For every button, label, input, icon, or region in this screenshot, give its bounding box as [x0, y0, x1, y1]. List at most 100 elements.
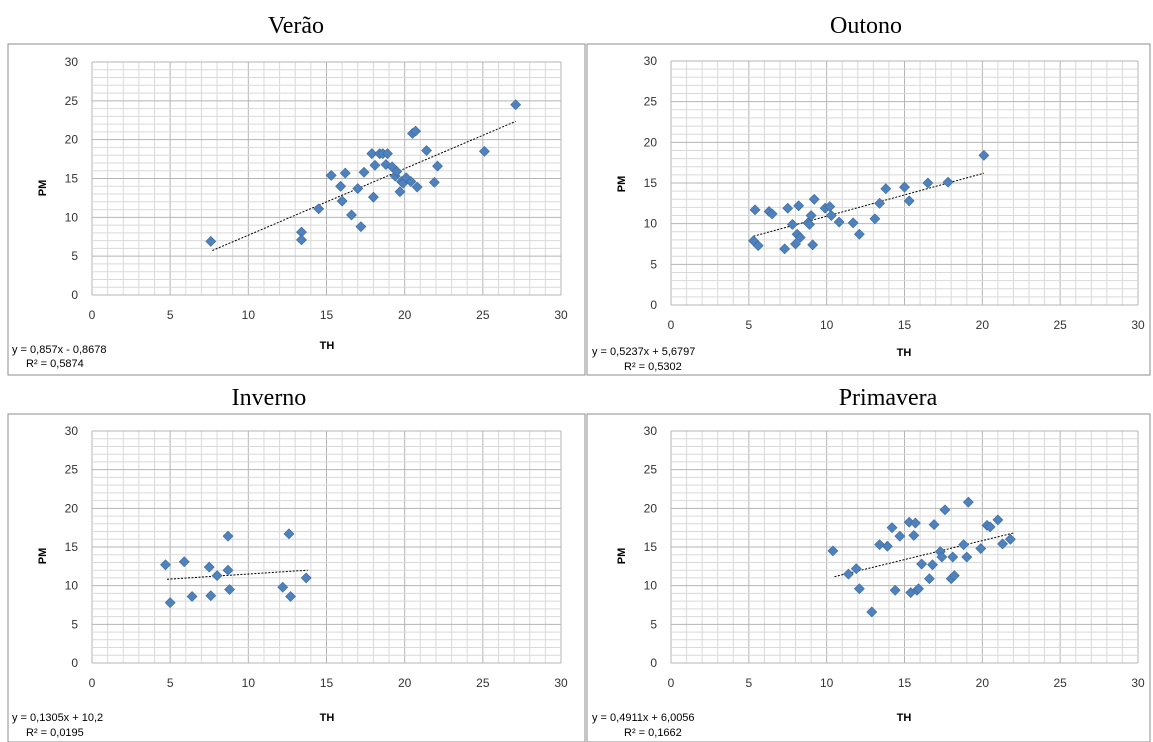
trendline-verao [212, 120, 516, 251]
points-inverno [160, 528, 312, 609]
data-point [164, 597, 176, 609]
data-point [903, 195, 915, 207]
data-point [782, 202, 794, 214]
trend-equation-outono: y = 0,5237x + 5,6797 [592, 346, 695, 358]
y-tick-label: 15 [65, 540, 79, 554]
x-tick-label: 15 [898, 676, 912, 690]
data-point [958, 539, 970, 551]
x-tick-label: 5 [167, 676, 174, 690]
y-tick-label: 5 [71, 249, 78, 263]
data-point [889, 584, 901, 596]
r-squared-primavera: R² = 0,1662 [624, 727, 682, 739]
x-axis-label-outono: TH [897, 347, 912, 359]
data-point [833, 216, 845, 228]
x-tick-label: 15 [898, 318, 912, 332]
data-point [222, 564, 234, 576]
x-axis-label-inverno: TH [320, 712, 335, 724]
y-tick-label: 30 [644, 424, 658, 438]
x-tick-label: 10 [242, 676, 256, 690]
r-squared-outono: R² = 0,5302 [624, 361, 682, 373]
data-point [847, 217, 859, 229]
y-tick-label: 5 [650, 257, 657, 271]
y-tick-label: 0 [650, 656, 657, 670]
data-point [975, 543, 987, 554]
data-point [367, 191, 379, 203]
y-tick-labels-inverno: 0 5 10 15 20 25 30 [65, 424, 79, 670]
chart-title-verao: Verão [268, 13, 324, 39]
x-tick-label: 20 [398, 676, 412, 690]
data-point [160, 559, 171, 571]
x-tick-label: 30 [1131, 318, 1145, 332]
y-tick-label: 0 [650, 298, 657, 312]
x-tick-label: 0 [668, 676, 675, 690]
x-tick-label: 15 [320, 308, 334, 322]
data-point [913, 583, 924, 595]
chart-panel-primavera: Primavera 0 5 10 15 20 25 30 0 5 10 15 20 25 30 PM T… [586, 385, 1151, 742]
x-tick-label: 5 [745, 676, 752, 690]
data-point [923, 573, 935, 585]
chart-title-primavera: Primavera [839, 385, 938, 411]
y-axis-label-primavera: PM [616, 548, 628, 565]
data-point [335, 180, 346, 192]
r-squared-verao: R² = 0,5874 [26, 358, 84, 370]
data-point [874, 539, 886, 551]
data-point [948, 570, 960, 582]
y-tick-label: 15 [644, 540, 658, 554]
points-outono [748, 149, 990, 255]
data-point [794, 232, 806, 243]
data-point [843, 568, 854, 580]
data-point [984, 521, 996, 533]
x-tick-labels-primavera: 0 5 10 15 20 25 30 [668, 676, 1145, 690]
y-tick-label: 5 [71, 617, 78, 631]
y-tick-label: 25 [65, 94, 79, 108]
x-tick-label: 25 [476, 676, 490, 690]
chart-panel-verao: Verão 0 5 10 15 20 25 30 0 5 10 15 20 25 30 PM TH y … [7, 13, 586, 376]
y-tick-label: 20 [65, 501, 79, 515]
data-point [916, 558, 928, 570]
y-tick-label: 0 [71, 656, 78, 670]
data-point [205, 235, 217, 247]
points-verao [205, 99, 522, 247]
data-point [336, 195, 348, 207]
data-point [853, 228, 865, 240]
x-tick-label: 20 [976, 676, 990, 690]
x-axis-label-verao: TH [320, 340, 335, 352]
x-tick-label: 0 [89, 308, 96, 322]
data-point [886, 522, 898, 534]
trendline-primavera [834, 532, 1014, 578]
data-point [325, 169, 337, 181]
data-point [339, 167, 351, 179]
y-tick-label: 5 [650, 617, 657, 631]
data-point [962, 496, 974, 508]
data-point [869, 213, 881, 225]
y-tick-label: 20 [65, 133, 79, 147]
x-tick-label: 15 [320, 676, 334, 690]
data-point [186, 591, 198, 602]
x-tick-label: 5 [745, 318, 752, 332]
data-point [432, 160, 443, 172]
x-tick-labels-outono: 0 5 10 15 20 25 30 [668, 318, 1145, 332]
data-point [894, 530, 906, 542]
y-tick-label: 10 [65, 210, 79, 224]
data-point [313, 203, 325, 215]
data-point [827, 545, 839, 557]
data-point [880, 183, 892, 195]
y-tick-label: 10 [65, 579, 79, 593]
data-point [997, 538, 1008, 550]
y-tick-label: 15 [65, 172, 79, 186]
x-tick-label: 20 [976, 318, 990, 332]
data-point [766, 208, 778, 220]
data-point [805, 210, 817, 221]
data-point [790, 238, 801, 250]
data-point [178, 556, 190, 568]
x-tick-labels-verao: 0 5 10 15 20 25 30 [89, 308, 568, 322]
trendline-inverno [167, 569, 308, 580]
y-tick-label: 30 [65, 55, 79, 69]
data-point [992, 514, 1004, 526]
data-point [947, 551, 959, 563]
chart-frame-outono [586, 43, 1151, 376]
data-point [804, 219, 815, 230]
data-point [850, 563, 862, 575]
x-tick-labels-inverno: 0 5 10 15 20 25 30 [89, 676, 568, 690]
